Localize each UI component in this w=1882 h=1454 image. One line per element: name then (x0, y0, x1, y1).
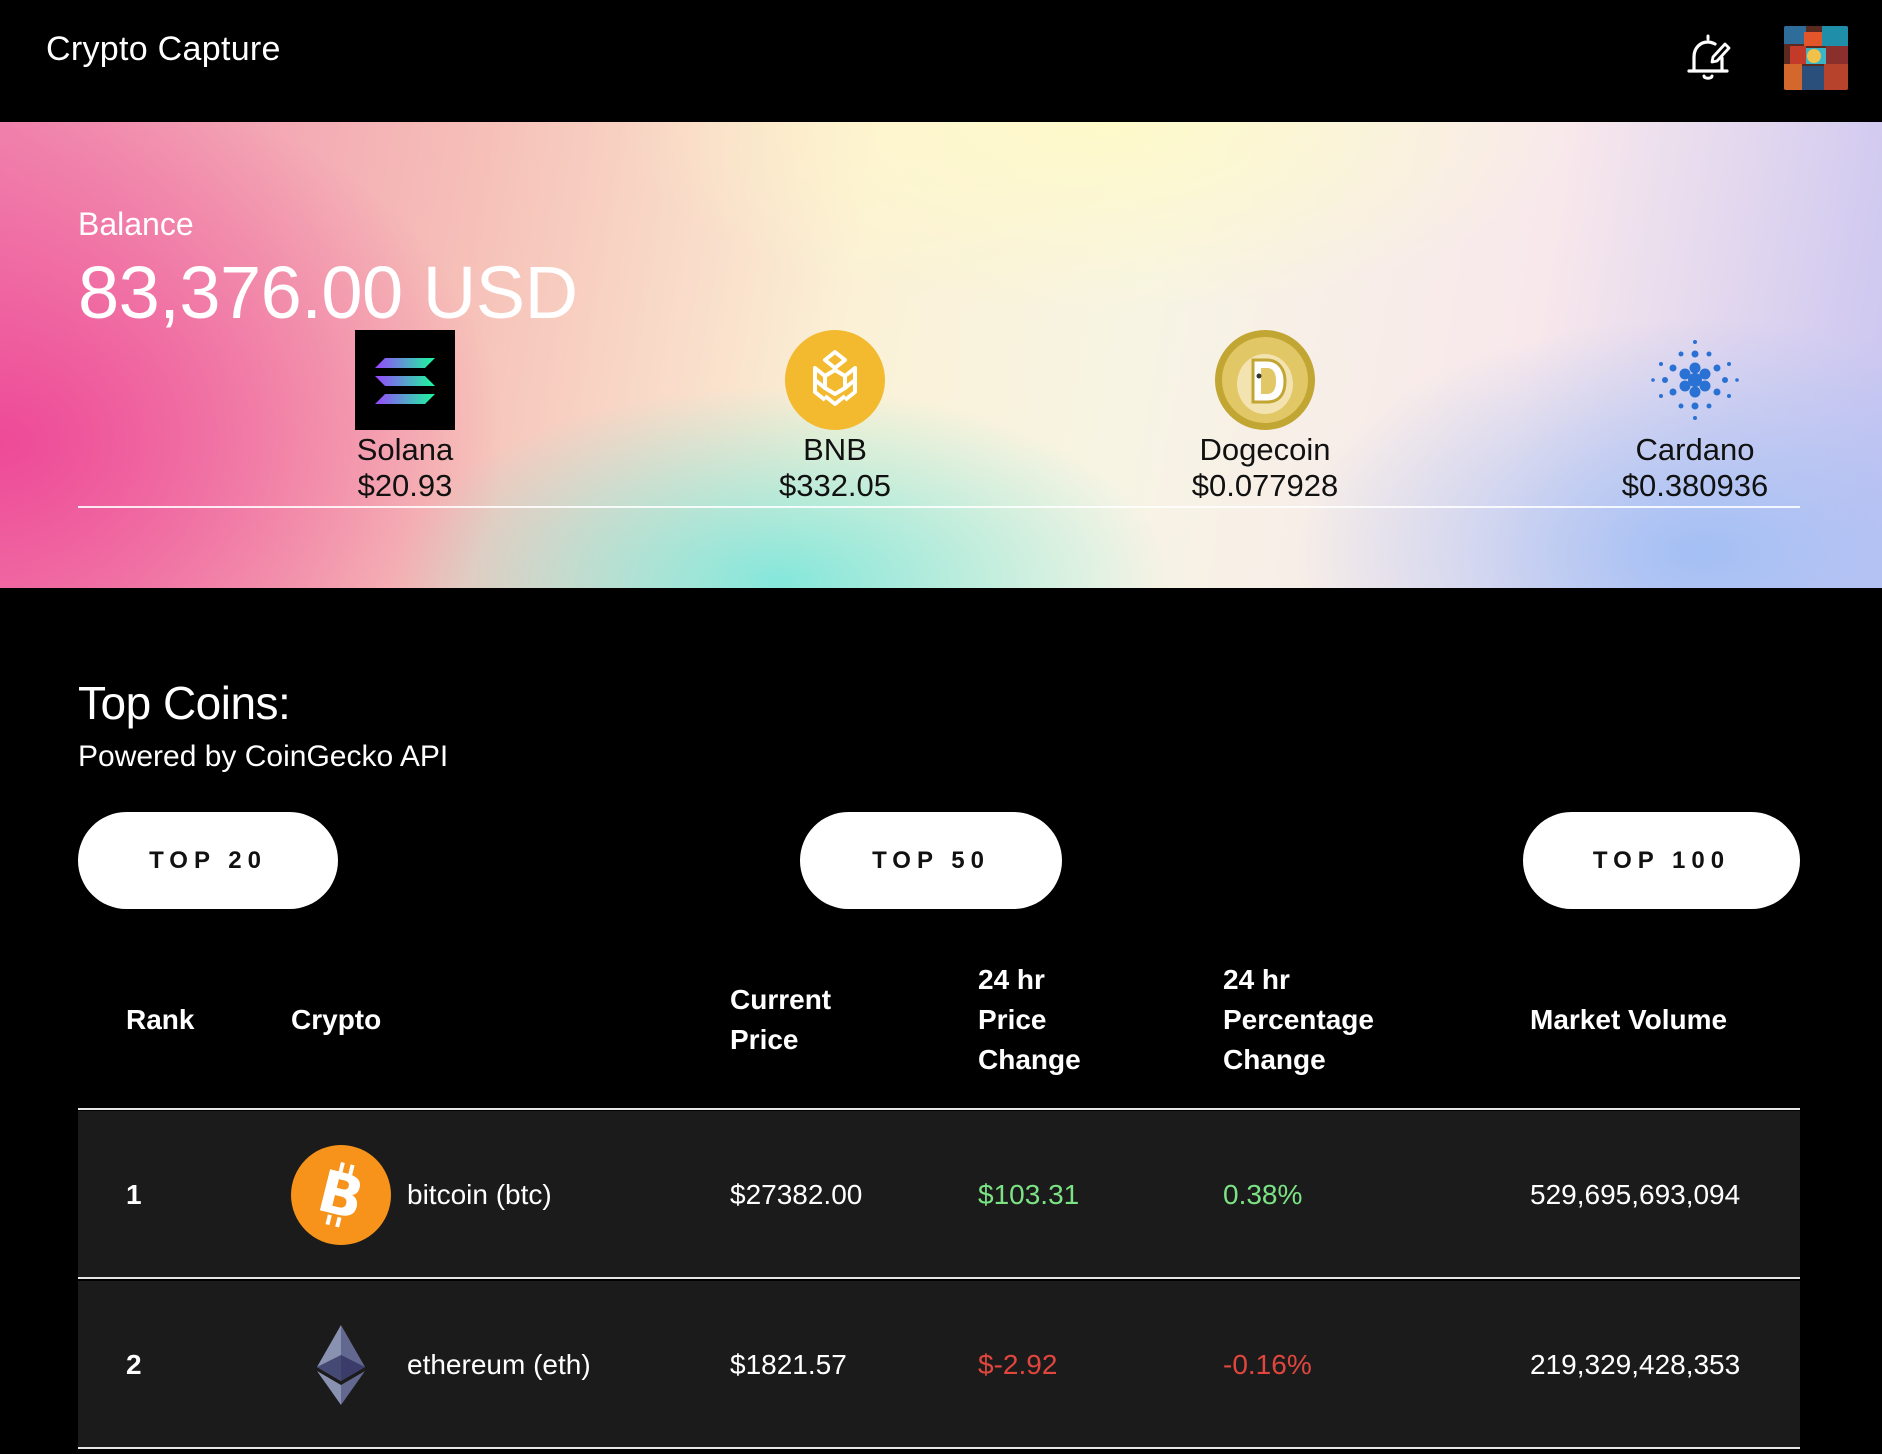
coin-price: $20.93 (357, 468, 453, 503)
ethereum-logo (291, 1315, 391, 1415)
bitcoin-logo: B (291, 1145, 391, 1245)
coin-name-cell: ethereum (eth) (407, 1349, 591, 1380)
column-header-rank: Rank (126, 1004, 195, 1035)
coin-name: Cardano (1635, 432, 1755, 467)
coin-price: $0.380936 (1621, 468, 1769, 503)
bnb-logo (785, 330, 885, 430)
coin-price: $332.05 (778, 468, 892, 503)
coin-card-cardano[interactable]: Cardano $0.380936 (1575, 330, 1815, 504)
balance-label: Balance (78, 206, 194, 242)
price-cell: $1821.57 (730, 1349, 847, 1380)
coin-card-dogecoin[interactable]: Dogecoin $0.077928 (1145, 330, 1385, 504)
top-50-button[interactable]: TOP 50 (800, 812, 1062, 909)
market-volume-cell: 529,695,693,094 (1530, 1179, 1741, 1210)
top-20-button[interactable]: TOP 20 (78, 812, 338, 909)
app-title: Crypto Capture (46, 30, 281, 68)
solana-logo (355, 330, 455, 430)
rank-cell: 2 (126, 1349, 142, 1380)
table-header: Rank Crypto Current Price 24 hr Price Ch… (78, 948, 1800, 1110)
section-subtitle: Powered by CoinGecko API (78, 740, 449, 773)
price-change-cell: $-2.92 (978, 1349, 1058, 1380)
coin-name: Solana (356, 432, 454, 467)
market-volume-cell: 219,329,428,353 (1530, 1349, 1741, 1380)
cardano-logo (1645, 330, 1745, 430)
avatar[interactable] (1784, 26, 1848, 90)
column-header-current-price: Current Price (730, 984, 832, 1055)
coin-card-bnb[interactable]: BNB $332.05 (715, 330, 955, 504)
coin-card-solana[interactable]: Solana $20.93 (285, 330, 525, 504)
coin-icon-cell (291, 1281, 391, 1449)
coin-name: Dogecoin (1199, 432, 1331, 467)
hero-divider (78, 506, 1800, 508)
column-header-price-change: 24 hr Price Change (978, 964, 1081, 1075)
coin-price: $0.077928 (1191, 468, 1339, 503)
coin-icon-cell: B (291, 1111, 391, 1279)
bell-edit-icon[interactable] (1680, 30, 1736, 86)
percentage-change-cell: 0.38% (1223, 1179, 1303, 1210)
section-title: Top Coins: (78, 677, 291, 729)
column-header-crypto: Crypto (291, 1004, 382, 1035)
price-change-cell: $103.31 (978, 1179, 1080, 1210)
column-header-percentage-change: 24 hr Percentage Change (1223, 964, 1374, 1075)
top-100-button[interactable]: TOP 100 (1523, 812, 1800, 909)
percentage-change-cell: -0.16% (1223, 1349, 1312, 1380)
table-row[interactable]: 1 B bitcoin (btc) $27382.00 $103.31 0.38… (78, 1111, 1800, 1279)
balance-value: 83,376.00 USD (78, 251, 578, 334)
balance-hero: Balance 83,376.00 USD Solana $20.93 (0, 122, 1882, 588)
coin-name: BNB (803, 432, 867, 467)
price-cell: $27382.00 (730, 1179, 863, 1210)
top-bar: Crypto Capture (0, 0, 1882, 122)
dogecoin-logo (1215, 330, 1315, 430)
table-row[interactable]: 2 ethereum (eth) $1821.57 $-2.92 -0.16% … (78, 1281, 1800, 1449)
column-header-market-volume: Market Volume (1530, 1004, 1728, 1035)
coin-name-cell: bitcoin (btc) (407, 1179, 552, 1210)
rank-cell: 1 (126, 1179, 142, 1210)
